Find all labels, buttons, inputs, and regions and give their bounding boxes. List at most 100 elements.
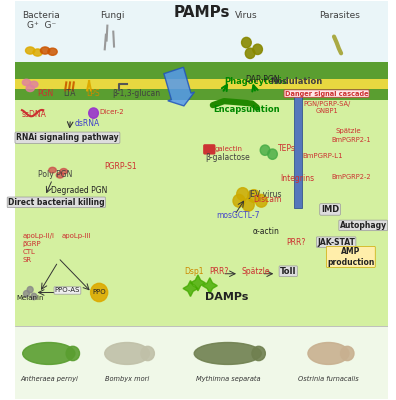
Text: BmPGRP2-1: BmPGRP2-1	[331, 137, 371, 143]
Polygon shape	[183, 280, 198, 296]
FancyArrow shape	[164, 67, 194, 106]
Text: PPO: PPO	[92, 290, 106, 296]
Circle shape	[252, 346, 265, 361]
Text: α-actin: α-actin	[253, 227, 280, 236]
Circle shape	[242, 37, 251, 48]
Text: PPO-AS: PPO-AS	[55, 288, 80, 294]
Ellipse shape	[48, 48, 57, 55]
Ellipse shape	[308, 342, 349, 364]
Text: Nodulation: Nodulation	[270, 78, 323, 86]
Circle shape	[237, 188, 249, 200]
Text: Spätzle: Spätzle	[335, 128, 361, 134]
Text: BmPGRP-L1: BmPGRP-L1	[302, 153, 343, 159]
Text: Mythimna separata: Mythimna separata	[196, 376, 260, 382]
Text: PAMPs: PAMPs	[173, 5, 230, 20]
FancyBboxPatch shape	[15, 79, 388, 91]
Text: PGN: PGN	[38, 88, 54, 98]
Text: Direct bacterial killing: Direct bacterial killing	[8, 198, 105, 207]
Text: apoLp-III: apoLp-III	[62, 233, 91, 239]
Ellipse shape	[33, 49, 42, 56]
Ellipse shape	[23, 342, 75, 364]
Circle shape	[31, 293, 37, 300]
Circle shape	[242, 198, 254, 211]
Text: Poly PGN: Poly PGN	[38, 170, 72, 179]
Circle shape	[260, 145, 270, 155]
Circle shape	[245, 48, 255, 58]
Text: Spätzle: Spätzle	[242, 267, 270, 276]
Text: βGRP: βGRP	[23, 241, 41, 247]
Text: Discam: Discam	[253, 195, 282, 204]
Circle shape	[255, 194, 267, 207]
Text: CTL: CTL	[23, 249, 36, 255]
Text: Bacteria
G⁺  G⁻: Bacteria G⁺ G⁻	[23, 11, 60, 30]
Circle shape	[27, 286, 33, 293]
Text: Toll: Toll	[280, 267, 297, 276]
Text: JAK-STAT: JAK-STAT	[317, 238, 355, 247]
Text: DAMPs: DAMPs	[206, 292, 249, 302]
Circle shape	[91, 283, 108, 302]
Text: Degraded PGN: Degraded PGN	[51, 186, 107, 195]
Text: DAP-PGN: DAP-PGN	[246, 76, 280, 84]
Text: BmPGRP2-2: BmPGRP2-2	[331, 174, 371, 180]
Text: apoLp-II/I: apoLp-II/I	[23, 233, 55, 239]
Text: LTA: LTA	[64, 88, 76, 98]
FancyBboxPatch shape	[15, 72, 388, 328]
Ellipse shape	[56, 172, 64, 178]
Circle shape	[141, 346, 154, 361]
Text: PGN/PGRP-SA/
GNBP1: PGN/PGRP-SA/ GNBP1	[303, 101, 350, 114]
Circle shape	[23, 290, 29, 297]
Polygon shape	[190, 275, 206, 291]
Text: β-galactose: β-galactose	[206, 153, 250, 162]
Text: Encapsulation: Encapsulation	[213, 105, 280, 114]
Ellipse shape	[40, 47, 50, 54]
FancyBboxPatch shape	[15, 62, 388, 80]
Text: galectin: galectin	[215, 146, 243, 152]
Text: Autophagy: Autophagy	[340, 221, 387, 230]
Text: LPS: LPS	[86, 88, 100, 98]
Text: Bombyx mori: Bombyx mori	[105, 376, 149, 382]
FancyBboxPatch shape	[203, 144, 215, 154]
Text: RNAi signaling pathway: RNAi signaling pathway	[16, 133, 119, 142]
FancyBboxPatch shape	[15, 89, 388, 100]
Text: mosGCTL-7: mosGCTL-7	[217, 211, 260, 220]
Text: Fungi: Fungi	[100, 11, 124, 20]
Text: Virus: Virus	[235, 11, 258, 20]
Circle shape	[341, 346, 354, 361]
FancyBboxPatch shape	[15, 326, 388, 399]
Text: dsRNA: dsRNA	[74, 118, 99, 128]
Ellipse shape	[26, 85, 34, 92]
Text: Antheraea pernyi: Antheraea pernyi	[20, 376, 78, 382]
Text: Phagocytosis: Phagocytosis	[224, 78, 287, 86]
Text: JEV virus: JEV virus	[248, 190, 282, 199]
Ellipse shape	[30, 81, 38, 88]
Text: PRR?: PRR?	[209, 267, 228, 276]
Text: Integrins: Integrins	[281, 174, 315, 183]
Text: ssDNA: ssDNA	[22, 110, 47, 119]
Ellipse shape	[22, 79, 30, 86]
Circle shape	[89, 108, 98, 118]
FancyBboxPatch shape	[294, 92, 302, 208]
Text: β-1,3-glucan: β-1,3-glucan	[112, 88, 160, 98]
Circle shape	[233, 194, 245, 207]
Circle shape	[268, 149, 277, 159]
Text: PRR?: PRR?	[287, 238, 306, 247]
Circle shape	[66, 346, 80, 361]
Ellipse shape	[60, 168, 67, 174]
Text: Danger signal cascade: Danger signal cascade	[285, 90, 368, 96]
Text: Dsp1: Dsp1	[184, 267, 203, 276]
Text: Parasites: Parasites	[319, 11, 360, 20]
Ellipse shape	[105, 342, 149, 364]
Ellipse shape	[49, 167, 56, 173]
Text: PGRP-S1: PGRP-S1	[105, 162, 137, 171]
FancyBboxPatch shape	[15, 1, 388, 72]
Text: Melanin: Melanin	[16, 295, 44, 301]
Text: IMD: IMD	[321, 205, 339, 214]
Text: SR: SR	[23, 257, 32, 263]
Ellipse shape	[194, 342, 261, 364]
Text: AMP
production: AMP production	[327, 247, 375, 266]
Text: Ostrinia furnacalis: Ostrinia furnacalis	[298, 376, 359, 382]
Ellipse shape	[25, 47, 35, 54]
Circle shape	[248, 190, 260, 202]
Circle shape	[253, 44, 263, 54]
Text: Dicer-2: Dicer-2	[99, 109, 124, 115]
